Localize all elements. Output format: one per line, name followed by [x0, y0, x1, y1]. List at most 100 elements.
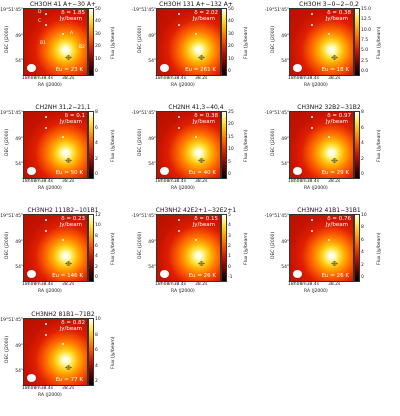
dec-tick-label: 49" [15, 34, 23, 39]
panel-title: CH2NH 31,2−21,1 [35, 104, 91, 111]
ra-tick-label: 38.2s [62, 179, 75, 184]
delta-label: δ = 0.15 [194, 216, 218, 222]
delta-label: δ = 0.38 [194, 113, 218, 119]
colorbar-tick-label: 10 [95, 317, 101, 322]
core-marker-icon [331, 148, 338, 163]
source-label: D [38, 10, 42, 15]
dec-tick-label: 49" [15, 240, 23, 245]
colorbar-tick-label: 15.0 [361, 7, 372, 12]
emission-map: δ = 0.15 Jy/beam Eu = 26 K [156, 214, 221, 282]
core-marker-icon [331, 45, 338, 60]
colorbar-tick-label: 10 [228, 147, 234, 153]
delta-label: δ = 0.38 [327, 10, 351, 16]
delta-label: δ = 0.97 [327, 113, 351, 119]
colorbar-label: Flux (Jy/beam) [111, 26, 116, 59]
core-marker-icon [331, 251, 338, 266]
colorbar [354, 214, 360, 282]
ra-tick-label: 18h08m38.4s [22, 179, 54, 184]
dec-tick-label: -19°51'45" [264, 214, 289, 219]
colorbar-tick-label: 40 [95, 19, 101, 25]
dec-tick-label: 54" [148, 59, 156, 64]
colorbar [221, 8, 227, 76]
source-marker [45, 230, 47, 232]
colorbar-label: Flux (Jy/beam) [244, 232, 249, 265]
beam-ellipse [160, 64, 169, 72]
dec-axis-label: DEC (J2000) [271, 231, 276, 259]
colorbar-tick-label: 8 [95, 233, 98, 239]
ra-tick-label: 38.2s [195, 76, 208, 81]
colorbar-tick-label: 6 [95, 125, 98, 131]
panel-title: CH3NH2 32B2−31B2 [297, 104, 361, 111]
colorbar-tick-label: 8 [95, 110, 98, 115]
beam-ellipse [27, 374, 36, 382]
dec-tick-label: 54" [148, 162, 156, 167]
colorbar-tick-label: 30 [95, 31, 101, 37]
dec-axis-label: DEC (J2000) [5, 231, 10, 259]
unit-label: Jy/beam [325, 222, 348, 228]
core-marker-icon [65, 148, 72, 163]
colorbar-tick-label: 50 [228, 7, 234, 12]
source-marker [178, 230, 180, 232]
colorbar [88, 8, 94, 76]
dec-tick-label: -19°51'45" [0, 214, 23, 219]
colorbar-tick-label: 1 [228, 254, 231, 260]
ra-tick-label: 18h08m38.4s [288, 179, 320, 184]
emission-map: δ = 0.97 Jy/beam Eu = 29 K [289, 111, 354, 179]
colorbar-tick-label: 7.5 [361, 38, 369, 43]
colorbar-tick-label: 2 [361, 156, 364, 162]
core-marker-icon [198, 251, 205, 266]
upper-energy-label: Eu = 29 K [321, 170, 349, 176]
source-marker [178, 116, 180, 118]
dec-tick-label: -19°51'45" [131, 8, 156, 13]
beam-ellipse [27, 64, 36, 72]
ra-tick-label: 38.2s [328, 179, 341, 184]
ra-axis-label: RA (J2000) [304, 83, 328, 88]
source-marker [178, 13, 180, 15]
emission-map: δ = 0.23 Jy/beam Eu = 146 K [23, 214, 88, 282]
core-marker-icon [65, 251, 72, 266]
emission-map: δ = 0.1 Jy/beam Eu = 50 K [23, 111, 88, 179]
colorbar-tick-label: 4 [95, 363, 98, 369]
dec-tick-label: 49" [148, 240, 156, 245]
dec-tick-label: 54" [15, 265, 23, 270]
upper-energy-label: Eu = 77 K [55, 377, 83, 383]
colorbar-tick-label: 0 [361, 275, 364, 280]
ra-tick-label: 18h08m38.4s [155, 179, 187, 184]
colorbar [221, 111, 227, 179]
ra-tick-label: 38.2s [195, 179, 208, 184]
colorbar-tick-label: 4 [228, 223, 231, 229]
panel-title: CH2NH 41,3−40,4 [168, 104, 224, 111]
beam-ellipse [293, 167, 302, 175]
source-marker [311, 24, 313, 26]
colorbar-tick-label: 5 [228, 159, 231, 165]
beam-ellipse [293, 270, 302, 278]
dec-tick-label: 54" [148, 265, 156, 270]
dec-axis-label: DEC (J2000) [5, 335, 10, 363]
dec-tick-label: -19°51'45" [264, 8, 289, 13]
colorbar-label: Flux (Jy/beam) [377, 232, 382, 265]
unit-label: Jy/beam [192, 16, 215, 22]
source-marker [311, 230, 313, 232]
source-label: B1 [40, 41, 46, 46]
panel-title: CH3OH 41 A+−30 A+ [29, 1, 97, 8]
ra-axis-label: RA (J2000) [171, 186, 195, 191]
ra-tick-label: 38.2s [62, 282, 75, 287]
upper-energy-label: Eu = 26 K [188, 273, 216, 279]
source-marker [178, 127, 180, 129]
ra-axis-label: RA (J2000) [304, 289, 328, 294]
core-marker-icon [198, 148, 205, 163]
ra-tick-label: 38.2s [328, 76, 341, 81]
dec-tick-label: -19°51'45" [0, 8, 23, 13]
delta-label: δ = 0.82 [61, 320, 85, 326]
colorbar [88, 111, 94, 179]
colorbar-tick-label: 4 [95, 141, 98, 146]
colorbar-tick-label: 10 [95, 223, 101, 229]
map-panel: CH2NH 41,3−40,4 δ = 0.38 Jy/beam Eu = 40 K -… [132, 104, 255, 202]
panel-title: CH3NH2 81B1−71B2 [31, 311, 95, 318]
core-marker-icon [65, 45, 72, 60]
unit-label: Jy/beam [325, 16, 348, 22]
colorbar-label: Flux (Jy/beam) [244, 26, 249, 59]
dec-tick-label: -19°51'45" [0, 111, 23, 116]
dec-tick-label: 49" [281, 34, 289, 39]
colorbar [221, 214, 227, 282]
